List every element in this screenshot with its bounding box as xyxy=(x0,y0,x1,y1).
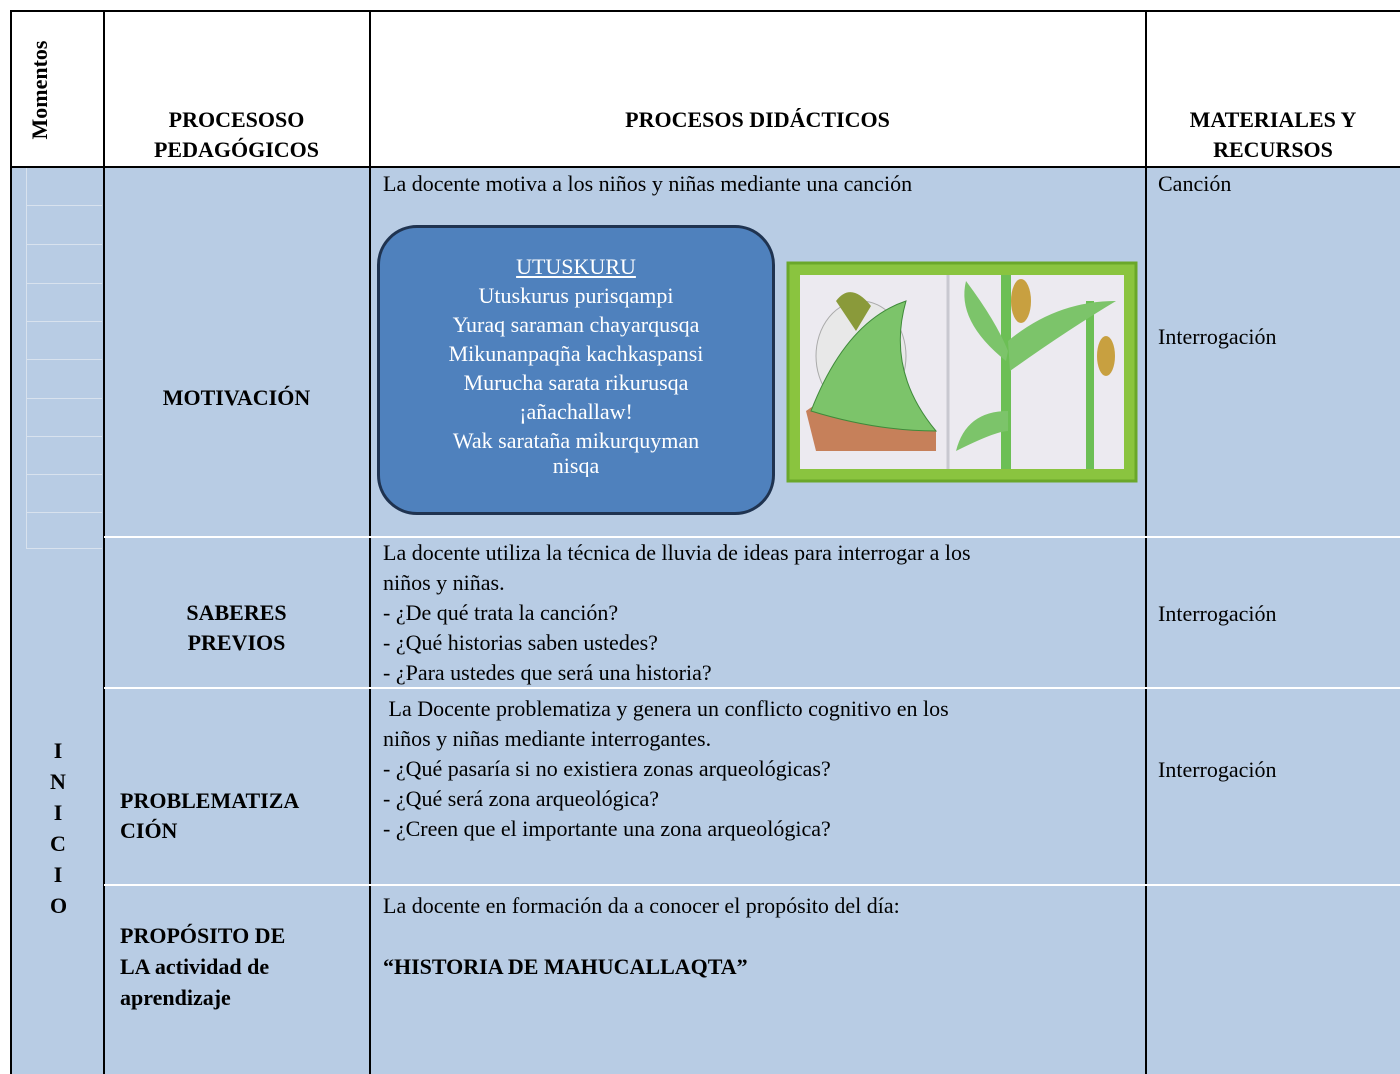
subgrid xyxy=(26,474,102,475)
header-materials: MATERIALES Y RECURSOS xyxy=(1146,105,1400,165)
didactic-line: niños y niñas mediante interrogantes. xyxy=(383,726,712,751)
process-line: PROPÓSITO DE xyxy=(120,923,286,948)
process-label: PROPÓSITO DE LA actividad de aprendizaje xyxy=(120,920,285,1013)
process-line: PROBLEMATIZA xyxy=(120,788,300,813)
picture-detail xyxy=(810,300,938,432)
corn-picture xyxy=(786,261,1138,483)
header-line: PEDAGÓGICOS xyxy=(153,137,320,162)
row-separator xyxy=(104,687,1400,689)
subgrid xyxy=(26,512,102,513)
song-title: UTUSKURU xyxy=(516,254,636,279)
process-line: CIÓN xyxy=(120,818,178,843)
didactic-line: La Docente problematiza y genera un conf… xyxy=(383,696,949,721)
song-line: Mikunanpaqña kachkaspansi xyxy=(448,341,704,366)
subgrid xyxy=(26,436,102,437)
process-line: PREVIOS xyxy=(187,630,286,655)
table-top-border xyxy=(10,10,1400,12)
col-border xyxy=(10,10,12,1074)
picture-detail xyxy=(1008,301,1116,371)
col-border xyxy=(1145,10,1147,1074)
picture-detail xyxy=(964,281,1008,361)
song-line: Wak sarataña mikurquyman xyxy=(452,428,700,453)
process-label: SABERES PREVIOS xyxy=(104,598,369,658)
subgrid xyxy=(26,398,102,399)
song-text: UTUSKURU Utuskurus purisqampi Yuraq sara… xyxy=(380,252,772,477)
process-label: MOTIVACIÓN xyxy=(104,383,369,413)
moment-label: INICIO xyxy=(50,738,68,918)
material: Interrogación xyxy=(1158,757,1277,782)
header-didactic: PROCESOS DIDÁCTICOS xyxy=(625,107,890,132)
header-line: RECURSOS xyxy=(1213,137,1333,162)
process-line: MOTIVACIÓN xyxy=(162,385,311,410)
didactic-text: La Docente problematiza y genera un conf… xyxy=(383,694,949,844)
didactic-text: La docente utiliza la técnica de lluvia … xyxy=(383,538,971,688)
song-line: Utuskurus purisqampi xyxy=(478,283,674,308)
didactic-line: - ¿Qué será zona arqueológica? xyxy=(383,786,660,811)
song-line: Yuraq saraman chayarqusqa xyxy=(452,312,700,337)
col-border xyxy=(369,10,371,1074)
didactic-line: - ¿Qué historias saben ustedes? xyxy=(383,630,658,655)
didactic-line: - ¿De qué trata la canción? xyxy=(383,600,619,625)
didactic-text: La docente motiva a los niños y niñas me… xyxy=(383,171,913,196)
didactic-line: - ¿Qué pasaría si no existiera zonas arq… xyxy=(383,756,831,781)
song-line: ¡añachallaw! xyxy=(519,399,633,424)
purpose-title: “HISTORIA DE MAHUCALLAQTA” xyxy=(383,954,748,979)
didactic-line: - ¿Para ustedes que será una historia? xyxy=(383,660,712,685)
song-box xyxy=(377,225,775,515)
row-separator xyxy=(104,884,1400,886)
didactic-line: niños y niñas. xyxy=(383,570,505,595)
header-line: MATERIALES Y xyxy=(1189,107,1357,132)
material: Interrogación xyxy=(1158,324,1277,349)
process-line: aprendizaje xyxy=(120,985,231,1010)
didactic-line: La docente utiliza la técnica de lluvia … xyxy=(383,540,971,565)
song-line: nisqa xyxy=(552,455,600,477)
subgrid xyxy=(26,168,27,549)
subgrid xyxy=(26,283,102,284)
subgrid xyxy=(26,321,102,322)
picture-detail xyxy=(1086,301,1094,469)
header-line: PROCESOSO xyxy=(168,107,305,132)
material: Interrogación xyxy=(1158,601,1277,626)
header-border xyxy=(10,166,1400,168)
header-moments: Momentos xyxy=(27,40,52,140)
header-process: PROCESOSO PEDAGÓGICOS xyxy=(104,105,369,165)
picture-detail xyxy=(1001,275,1011,469)
song-line: Murucha sarata rikurusqa xyxy=(463,370,689,395)
subgrid xyxy=(26,359,102,360)
subgrid xyxy=(26,244,102,245)
subgrid xyxy=(26,205,102,206)
col-border xyxy=(103,10,105,1074)
process-line: SABERES xyxy=(186,600,287,625)
didactic-line: - ¿Creen que el importante una zona arqu… xyxy=(383,816,831,841)
process-label: PROBLEMATIZA CIÓN xyxy=(120,786,299,846)
picture-detail xyxy=(836,292,871,331)
row-separator xyxy=(104,536,1400,538)
picture-detail xyxy=(956,411,1008,451)
picture-detail xyxy=(1097,336,1115,376)
process-line: LA actividad de xyxy=(120,954,270,979)
material: Canción xyxy=(1158,171,1232,196)
picture-detail xyxy=(1011,279,1031,323)
didactic-text: La docente en formación da a conocer el … xyxy=(383,893,900,918)
subgrid xyxy=(26,548,102,549)
